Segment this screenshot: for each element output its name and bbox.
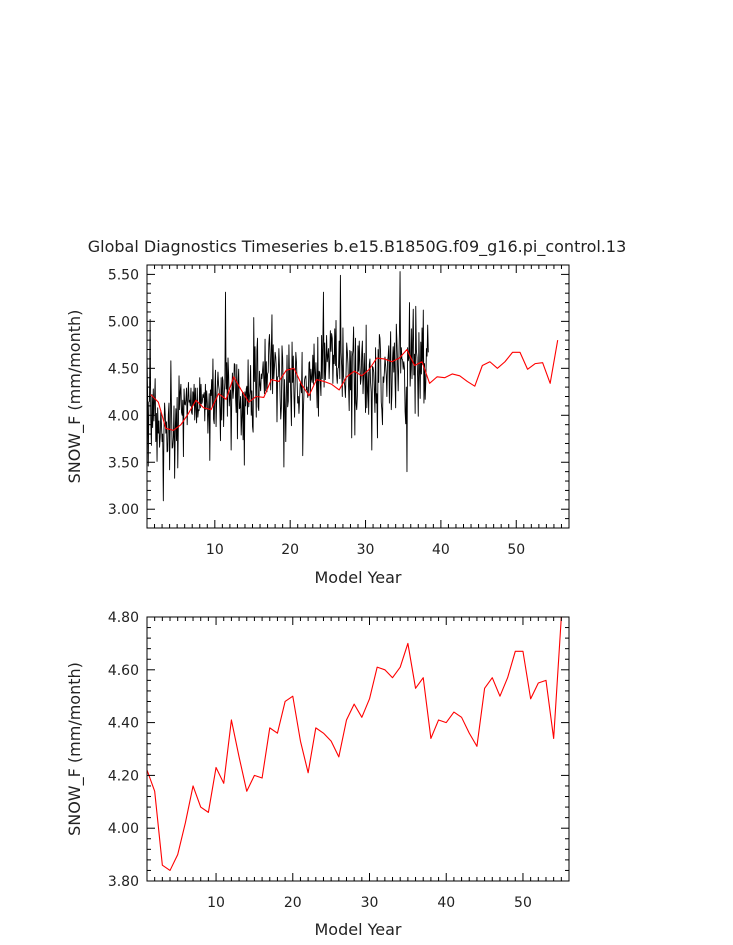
chart-title: Global Diagnostics Timeseries b.e15.B185… xyxy=(88,237,627,257)
panel-bottom-annual-means: 10 20 30 40 50 3.80 4.00 4.20 4.40 4.60 4.80 Model … xyxy=(65,610,570,939)
x-tick-label: 30 xyxy=(361,895,379,911)
x-tick-label: 50 xyxy=(507,542,525,558)
y-tick-label: 3.00 xyxy=(108,502,139,518)
y-tick-label: 5.00 xyxy=(108,314,139,330)
x-tick-label: 40 xyxy=(437,895,455,911)
y-tick-label: 4.40 xyxy=(108,716,139,732)
x-axis-title: Model Year xyxy=(315,568,402,587)
monthly-series-line xyxy=(146,271,429,502)
annual-mean-line xyxy=(150,340,559,431)
x-tick-label: 50 xyxy=(514,895,532,911)
plot-frame xyxy=(146,616,570,882)
y-tick-label: 4.50 xyxy=(108,361,139,377)
y-tick-label: 4.80 xyxy=(108,610,139,626)
y-tick-label: 4.00 xyxy=(108,408,139,424)
y-tick-label: 5.50 xyxy=(108,267,139,283)
x-axis-title: Model Year xyxy=(315,920,402,939)
y-tick-label: 4.20 xyxy=(108,768,139,784)
annual-mean-line xyxy=(146,616,562,871)
panel-top-timeseries: 10 20 30 40 50 3.00 3.50 4.00 4.50 5.00 5.50 Model … xyxy=(65,264,570,587)
y-tick-label: 3.80 xyxy=(108,874,139,890)
x-tick-label: 30 xyxy=(357,542,375,558)
y-tick-label: 4.60 xyxy=(108,663,139,679)
x-tick-label: 20 xyxy=(284,895,302,911)
x-tick-label: 10 xyxy=(206,542,224,558)
x-tick-label: 20 xyxy=(281,542,299,558)
y-axis-title: SNOW_F (mm/month) xyxy=(65,310,85,484)
y-tick-label: 4.00 xyxy=(108,821,139,837)
x-tick-label: 10 xyxy=(207,895,225,911)
y-tick-label: 3.50 xyxy=(108,455,139,471)
x-tick-label: 40 xyxy=(432,542,450,558)
y-axis-title: SNOW_F (mm/month) xyxy=(65,662,85,836)
